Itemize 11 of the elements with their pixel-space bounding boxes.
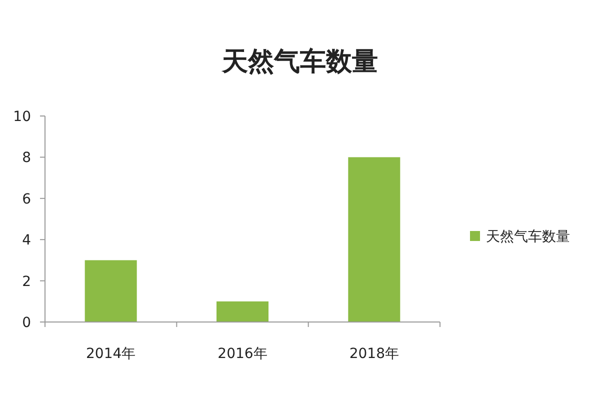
y-tick-label: 8 [22, 150, 31, 166]
y-tick-label: 10 [13, 109, 31, 125]
y-tick-label: 2 [22, 274, 31, 290]
x-tick-label: 2018年 [349, 346, 399, 362]
y-tick-label: 4 [22, 232, 32, 249]
x-tick-label: 2016年 [218, 346, 268, 362]
chart-title: 天然气车数量 [221, 47, 378, 77]
y-tick-label: 6 [22, 191, 32, 208]
legend-label: 天然气车数量 [486, 229, 570, 245]
y-tick-label: 0 [22, 315, 31, 331]
x-tick-label: 2014年 [86, 346, 136, 362]
